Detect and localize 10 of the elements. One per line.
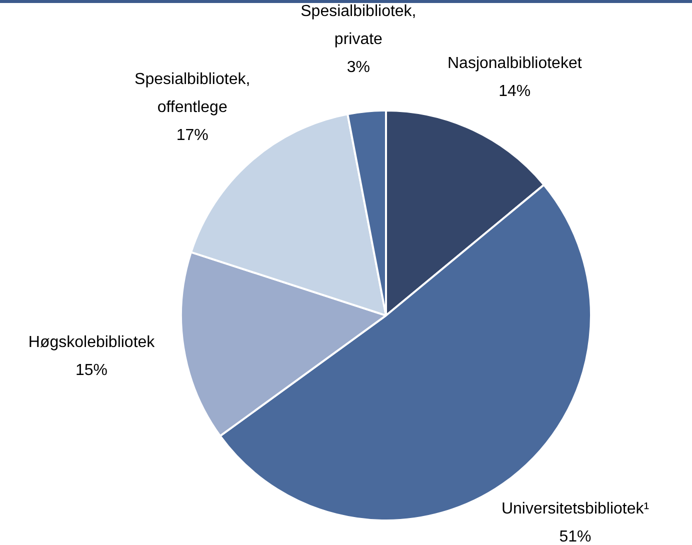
- slice-label: Høgskolebibliotek: [28, 334, 156, 352]
- data-label: 51%: [559, 528, 592, 545]
- slice-label: Spesialbibliotek, offentlege: [134, 71, 250, 116]
- data-label: 17%: [176, 127, 208, 144]
- slice-label: Nasjonalbiblioteket: [447, 54, 582, 72]
- slice-label: Spesialbibliotek, private: [300, 3, 416, 48]
- slice-label: Universitetsbibliotek¹: [501, 500, 650, 518]
- data-label: 15%: [76, 362, 108, 380]
- data-label: 3%: [346, 59, 370, 76]
- data-label: 14%: [498, 82, 531, 100]
